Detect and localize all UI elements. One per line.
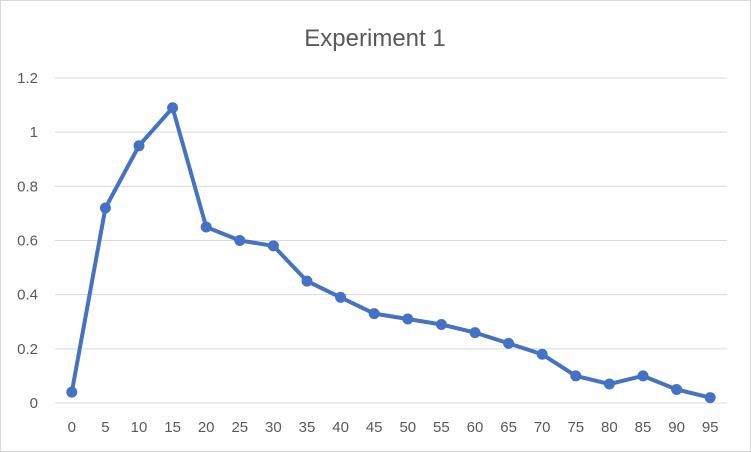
series-line — [69, 105, 713, 400]
data-point — [637, 370, 649, 382]
x-tick-label: 70 — [534, 419, 551, 436]
x-tick-label: 65 — [500, 419, 517, 436]
x-tick-label: 5 — [101, 419, 109, 436]
y-tick-label: 1.2 — [17, 70, 38, 87]
x-tick-label: 20 — [198, 419, 215, 436]
data-point — [603, 378, 615, 390]
data-point — [570, 370, 582, 382]
data-point — [368, 308, 380, 320]
x-tick-label: 15 — [164, 419, 181, 436]
x-tick-label: 10 — [131, 419, 148, 436]
series-1 — [66, 102, 716, 404]
x-tick-label: 85 — [635, 419, 652, 436]
y-tick-label: 0.4 — [17, 287, 38, 304]
x-tick-label: 50 — [399, 419, 416, 436]
data-point — [267, 240, 279, 252]
data-point — [200, 221, 212, 233]
data-point — [335, 291, 347, 303]
data-point — [469, 327, 481, 339]
data-point — [402, 313, 414, 325]
x-tick-label: 55 — [433, 419, 450, 436]
data-point — [99, 202, 111, 214]
y-tick-label: 0.6 — [17, 233, 38, 250]
y-tick-label: 1 — [30, 124, 38, 141]
x-tick-label: 60 — [467, 419, 484, 436]
gridlines — [55, 77, 727, 404]
x-tick-label: 80 — [601, 419, 618, 436]
y-tick-label: 0.2 — [17, 341, 38, 358]
x-tick-label: 90 — [668, 419, 685, 436]
data-point — [133, 140, 145, 152]
y-axis-tick-labels: 0 0.2 0.4 0.6 0.8 1 1.2 — [17, 70, 38, 412]
x-axis-tick-labels: 0 5 10 15 20 25 30 35 40 45 50 55 60 65 70 75 80 85 90 95 — [68, 419, 719, 436]
data-point — [234, 235, 246, 246]
data-point — [301, 275, 313, 287]
x-tick-label: 0 — [68, 419, 76, 436]
x-tick-label: 30 — [265, 419, 282, 436]
x-tick-label: 45 — [366, 419, 383, 436]
y-tick-label: 0 — [30, 395, 38, 412]
data-point — [66, 386, 78, 398]
x-tick-label: 25 — [231, 419, 248, 436]
data-point — [503, 337, 515, 349]
chart-title: Experiment 1 — [304, 25, 445, 52]
x-tick-label: 75 — [567, 419, 584, 436]
data-point — [167, 102, 179, 114]
data-point — [704, 392, 716, 404]
x-tick-label: 35 — [299, 419, 316, 436]
x-tick-label: 40 — [332, 419, 349, 436]
data-point — [435, 318, 447, 330]
data-point — [536, 348, 548, 360]
y-tick-label: 0.8 — [17, 178, 38, 195]
data-point — [671, 383, 683, 395]
x-tick-label: 95 — [702, 419, 719, 436]
